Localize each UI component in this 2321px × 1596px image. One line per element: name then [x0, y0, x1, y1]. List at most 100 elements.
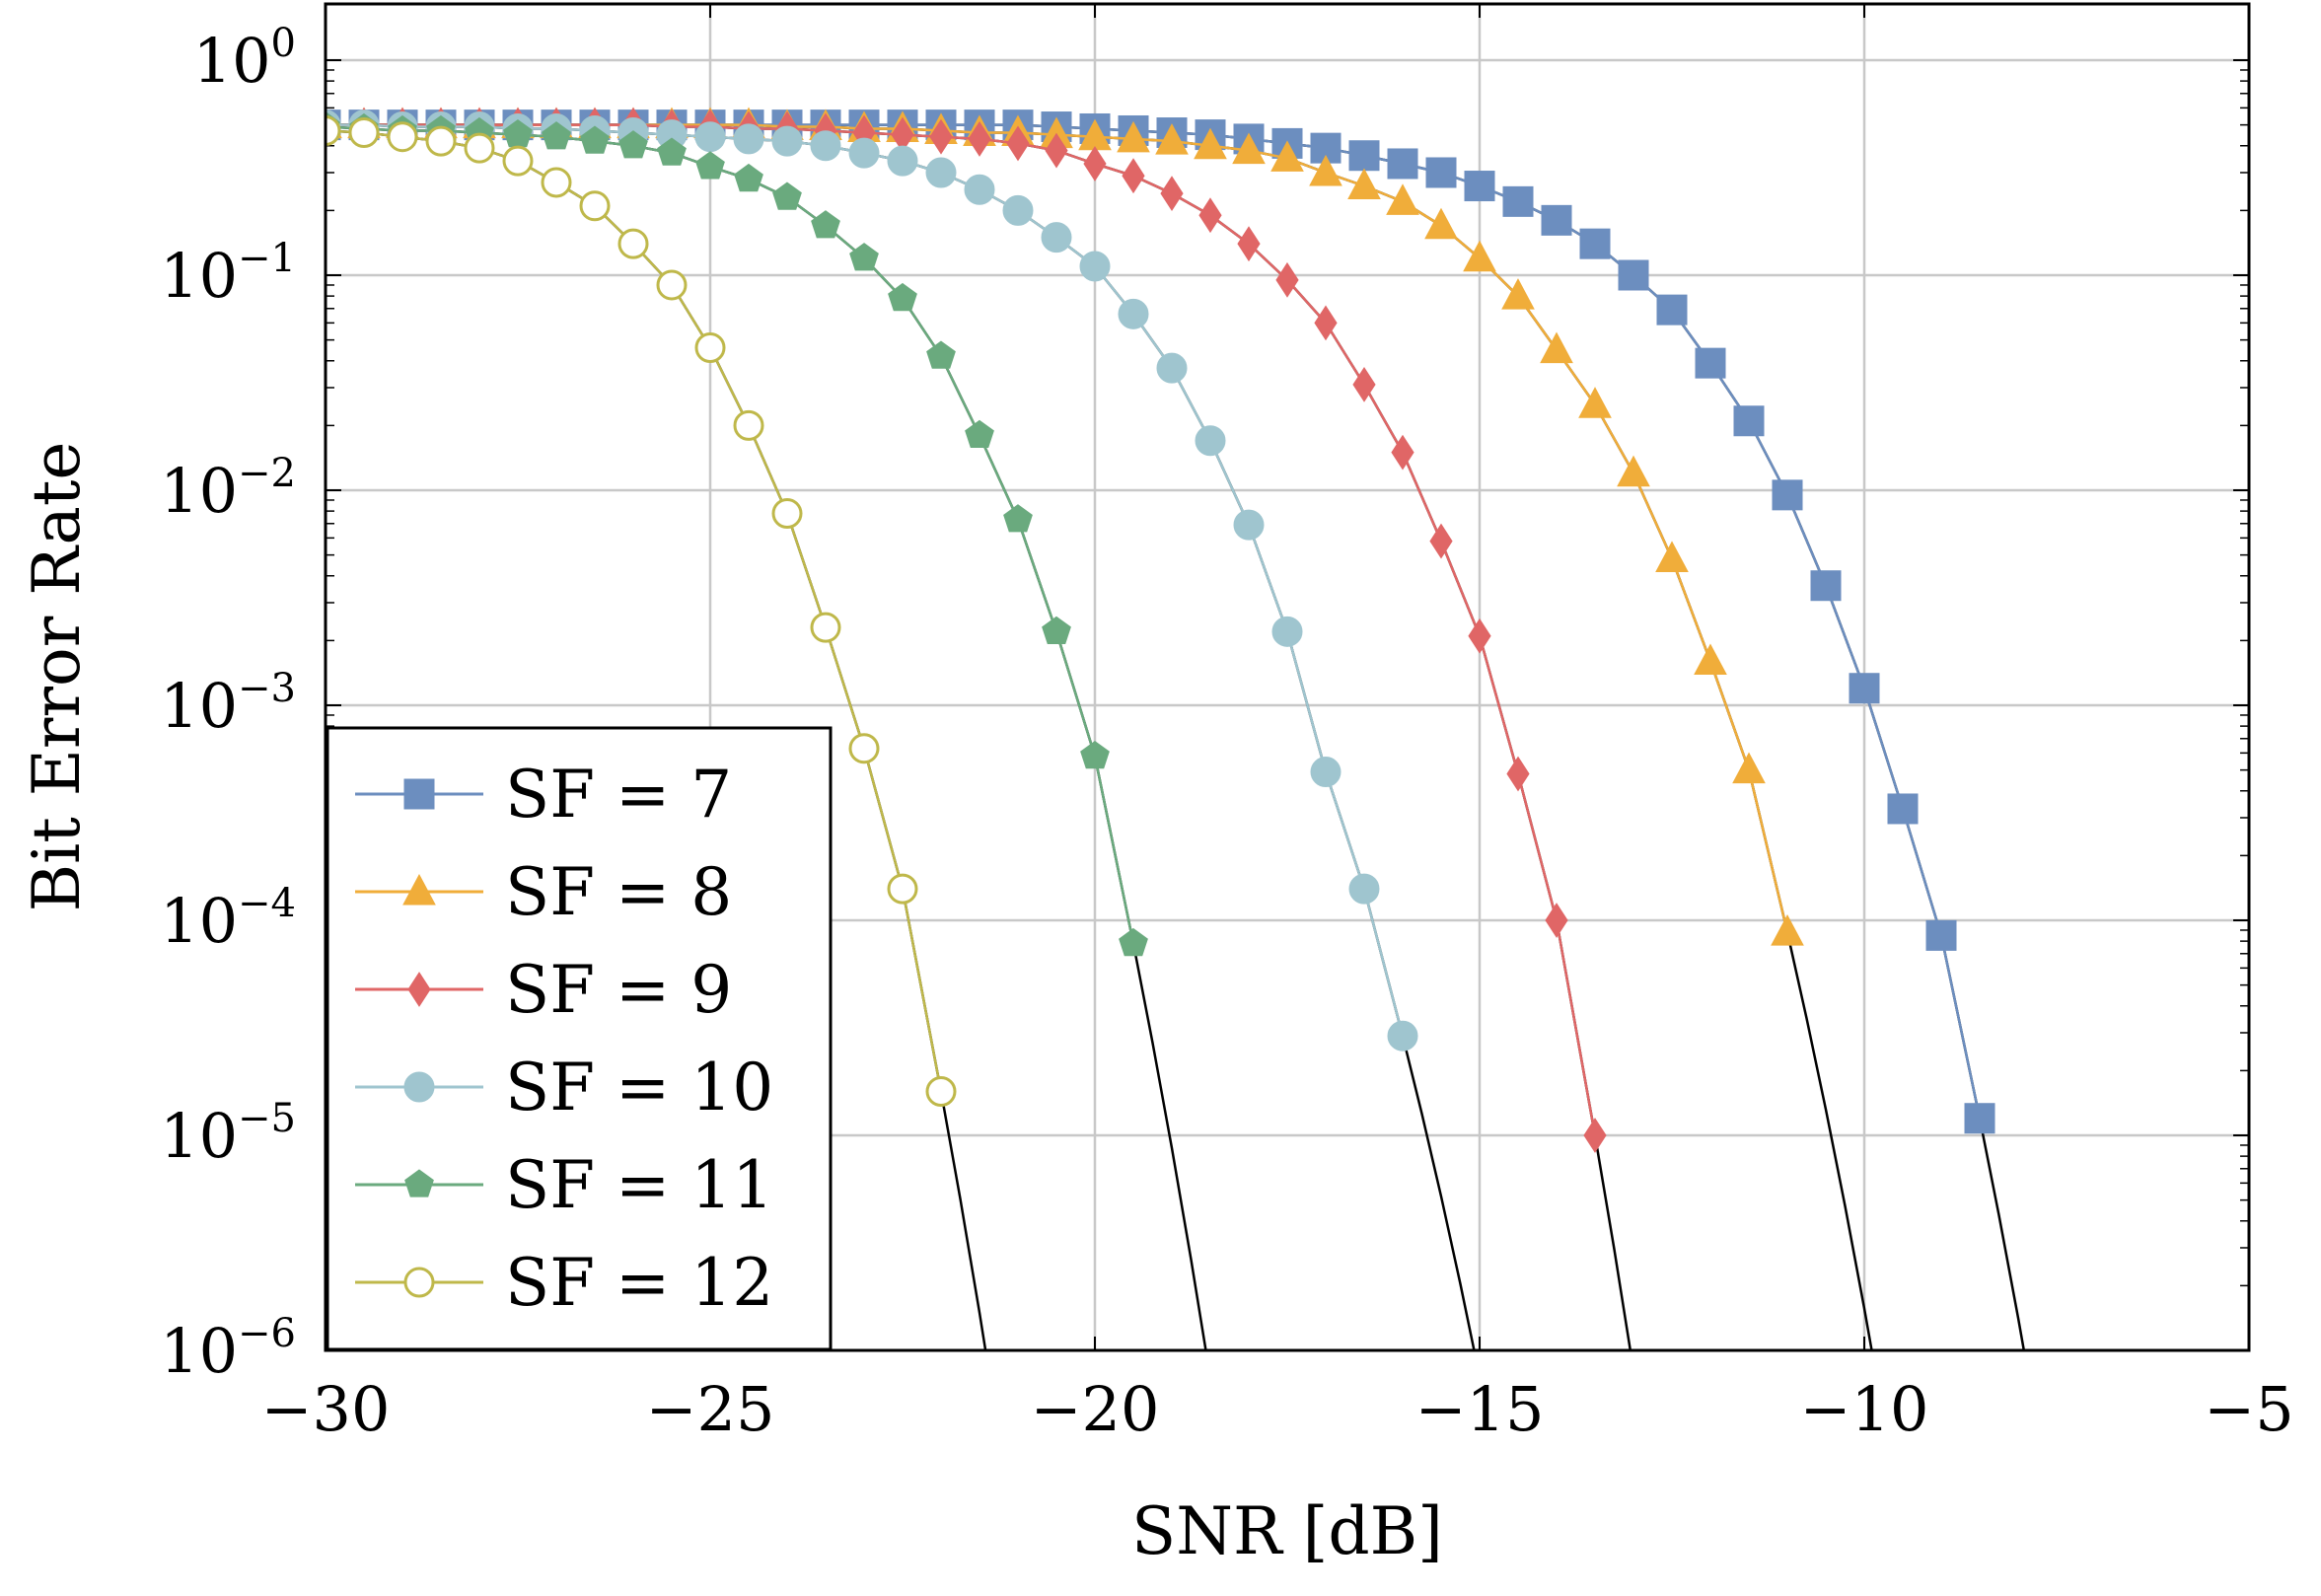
series-marker — [1348, 873, 1380, 905]
series-marker — [1233, 509, 1265, 541]
series-marker — [733, 123, 764, 155]
series-marker — [848, 733, 880, 764]
series-marker — [1772, 479, 1803, 511]
legend-marker — [402, 873, 436, 906]
series-marker — [1425, 157, 1457, 188]
series-marker — [1424, 207, 1458, 240]
series-marker — [1502, 185, 1534, 217]
series-marker — [968, 120, 991, 157]
series-marker — [1122, 158, 1145, 194]
series-marker — [1464, 171, 1495, 202]
series-marker — [1925, 919, 1957, 951]
series-marker — [1695, 347, 1726, 379]
series-marker — [348, 117, 380, 149]
series-marker — [1387, 1020, 1418, 1052]
series-marker — [1810, 570, 1842, 602]
series-marker — [1501, 278, 1535, 310]
series-layer — [326, 107, 1995, 1153]
series-marker — [1468, 617, 1491, 654]
series-marker — [771, 125, 803, 157]
series-marker — [887, 873, 918, 905]
series-marker — [1041, 222, 1072, 254]
series-marker — [617, 228, 649, 259]
legend-label: SF = 11 — [505, 1147, 773, 1223]
series-marker — [1045, 132, 1068, 169]
legend-marker — [403, 1071, 435, 1103]
series-marker — [1348, 140, 1380, 172]
legend-label: SF = 9 — [505, 952, 732, 1028]
series-SF12 — [326, 114, 957, 1108]
series-marker — [1270, 140, 1304, 172]
plot-frame — [324, 2, 2251, 1352]
series-marker — [1042, 616, 1071, 644]
series-marker — [811, 210, 840, 239]
series-marker — [1579, 228, 1611, 259]
series-marker — [1194, 127, 1227, 160]
series-marker — [326, 114, 341, 146]
series-marker — [1002, 194, 1034, 226]
y-tick-label: 100 — [193, 21, 296, 97]
legend-marker — [407, 972, 431, 1007]
series-marker — [580, 125, 610, 154]
series-marker — [1964, 1103, 1995, 1134]
series-line — [326, 123, 1597, 1136]
series-marker — [464, 132, 495, 164]
legend-label: SF = 8 — [505, 854, 732, 930]
series-marker — [1506, 756, 1530, 792]
legend-label: SF = 10 — [505, 1050, 773, 1125]
y-tick-label: 10−1 — [160, 236, 296, 312]
series-marker — [1352, 366, 1376, 402]
series-marker — [1198, 197, 1222, 234]
series-marker — [1117, 120, 1150, 153]
series-marker — [1578, 387, 1612, 418]
series-marker — [964, 174, 995, 205]
series-marker — [1160, 176, 1184, 212]
series-marker — [1309, 154, 1342, 186]
series-marker — [1079, 251, 1111, 282]
x-tick-label: −10 — [1800, 1373, 1929, 1445]
y-tick-label: 10−4 — [160, 881, 296, 957]
series-marker — [694, 332, 726, 364]
series-marker — [618, 130, 648, 159]
series-marker — [1463, 240, 1496, 272]
legend-label: SF = 12 — [505, 1245, 773, 1321]
series-marker — [1271, 616, 1303, 647]
series-marker — [695, 151, 725, 180]
series-marker — [810, 612, 841, 643]
series-marker — [1583, 1118, 1607, 1153]
x-axis-ticks: −30 −25 −20 −15 −10 −5 — [261, 4, 2294, 1445]
series-marker — [542, 121, 571, 150]
series-marker — [1541, 204, 1572, 236]
legend-box — [326, 726, 833, 1351]
series-line — [326, 125, 1135, 944]
series-marker — [541, 167, 572, 198]
series-marker — [1429, 523, 1453, 559]
series-marker — [1849, 673, 1880, 704]
series-marker — [1314, 305, 1338, 341]
x-tick-label: −15 — [1415, 1373, 1545, 1445]
y-axis-title: Bit Error Rate — [19, 442, 95, 912]
series-marker — [849, 243, 879, 271]
series-marker — [387, 121, 418, 153]
series-marker — [1118, 298, 1149, 329]
series-marker — [734, 163, 763, 192]
series-marker — [810, 130, 841, 162]
series-marker — [656, 269, 688, 301]
series-marker — [925, 1076, 957, 1108]
series-marker — [1733, 405, 1765, 437]
series-marker — [694, 121, 726, 153]
series-marker — [1540, 331, 1573, 364]
y-axis-ticks: 100 10−1 10−2 10−3 10−4 10−5 10−6 — [160, 21, 2249, 1387]
legend-label: SF = 7 — [505, 757, 732, 833]
series-marker — [1310, 757, 1342, 788]
series-marker — [733, 409, 764, 441]
series-marker — [579, 190, 611, 222]
series-marker — [1656, 294, 1688, 326]
series-marker — [1080, 740, 1110, 769]
series-marker — [1617, 455, 1650, 487]
y-tick-label: 10−5 — [160, 1096, 296, 1172]
series-marker — [1887, 793, 1919, 825]
series-marker — [772, 181, 802, 210]
series-marker — [1347, 168, 1381, 200]
